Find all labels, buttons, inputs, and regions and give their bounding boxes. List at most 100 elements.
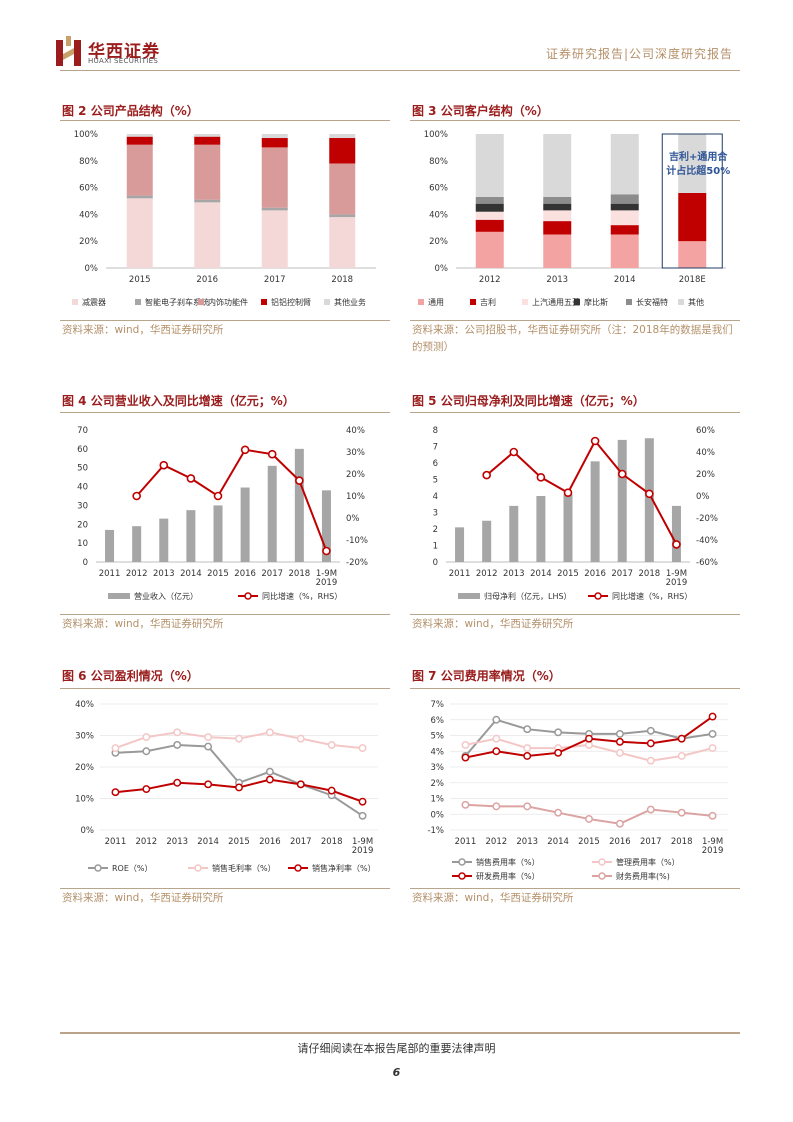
- fig6-point-2-4: [235, 783, 243, 792]
- fig7-point-0-5: [615, 729, 624, 738]
- fig6-point-1-0: [111, 744, 120, 753]
- fig5-ytick-right-1: -40%: [696, 536, 718, 546]
- fig3-bar-2-3: [610, 203, 639, 211]
- fig7-point-1-6: [646, 756, 655, 765]
- fig6-point-2-6: [296, 780, 305, 789]
- fig5-legend-marker-1: [594, 592, 602, 600]
- fig4-legend-swatch-0: [108, 593, 130, 599]
- fig7-point-3-1: [492, 802, 501, 811]
- fig4-ytick-right-1: -10%: [346, 536, 368, 546]
- fig7-rule-top: [410, 688, 740, 689]
- fig2-legend-swatch-3: [261, 299, 267, 305]
- fig3-legend-label-1: 吉利: [480, 297, 496, 307]
- fig5-title: 图 5 公司归母净利及同比增速（亿元；%）: [412, 394, 645, 408]
- fig4-bar-5: [240, 487, 250, 562]
- fig2-ytick-3: 60%: [79, 184, 98, 194]
- fig7-point-1-4: [585, 741, 593, 749]
- fig6-point-2-7: [327, 786, 336, 795]
- fig5-legend-swatch-0: [458, 593, 480, 599]
- fig6-ytick-2: 20%: [75, 763, 94, 773]
- fig6-point-0-1: [142, 747, 151, 756]
- fig4-legend-marker-1: [244, 592, 252, 600]
- fig2-xtick-1: 2016: [196, 275, 218, 285]
- fig6-point-1-2: [173, 728, 182, 737]
- fig4-title: 图 4 公司营业收入及同比增速（亿元；%）: [62, 394, 295, 408]
- fig6-point-2-8: [358, 797, 367, 806]
- fig3-xtick-1: 2013: [546, 275, 568, 285]
- fig5-ytick-left-4: 4: [433, 492, 438, 502]
- fig7-point-0-2: [523, 725, 532, 734]
- fig7-xtick-2: 2013: [516, 837, 538, 847]
- fig4-ytick-left-0: 0: [83, 558, 88, 568]
- fig4-ytick-left-5: 50: [77, 464, 88, 474]
- fig7-point-1-5: [615, 748, 624, 757]
- fig3-xtick-0: 2012: [479, 275, 501, 285]
- fig4-ytick-right-6: 40%: [346, 426, 365, 436]
- fig3-legend-label-2: 上汽通用五菱: [532, 297, 580, 307]
- fig6-rule-top: [60, 688, 390, 689]
- fig7-xtick-0: 2011: [455, 837, 477, 847]
- fig5-ytick-right-4: 20%: [696, 470, 715, 480]
- fig3-highlight-box: [661, 133, 723, 269]
- fig3-bar-1-4: [543, 196, 572, 204]
- fig3-bar-3-1: [678, 192, 707, 242]
- fig6-title: 图 6 公司盈利情况（%）: [62, 669, 199, 683]
- fig2-ytick-0: 0%: [85, 264, 99, 274]
- fig6-point-1-5: [265, 728, 274, 737]
- fig3-bar-1-1: [543, 221, 572, 235]
- fig4-rule-bot: [60, 614, 390, 615]
- fig2-title: 图 2 公司产品结构（%）: [62, 104, 199, 118]
- fig3-legend-swatch-2: [522, 299, 528, 305]
- fig3-bar-2-0: [610, 234, 639, 268]
- fig5-rule-top: [410, 412, 740, 413]
- fig2-ytick-4: 80%: [79, 157, 98, 167]
- fig7-point-2-0: [461, 753, 470, 762]
- fig6-point-1-4: [235, 734, 243, 743]
- fig4-line: [135, 448, 328, 552]
- fig7-ytick-2: 1%: [431, 795, 445, 805]
- fig6-source: 资料来源：wind，华西证券研究所: [62, 892, 224, 904]
- fig2-xtick-3: 2018: [331, 275, 353, 285]
- fig6-legend-label-1: 销售毛利率（%）: [212, 863, 276, 873]
- fig7-ytick-7: 6%: [431, 716, 445, 726]
- fig2-legend-label-1: 智能电子刹车系统: [145, 297, 209, 307]
- fig3-bar-0-1: [475, 219, 504, 232]
- fig6-legend-marker-1: [194, 864, 202, 872]
- fig5-ytick-left-0: 0: [433, 558, 438, 568]
- fig6-point-1-6: [296, 734, 305, 743]
- fig5-ytick-left-3: 3: [433, 509, 438, 519]
- fig4-ytick-left-6: 60: [77, 445, 88, 455]
- fig2-bar-0-1: [126, 195, 153, 199]
- fig2-bar-2-4: [261, 134, 288, 139]
- fig5-xtick-0: 2011: [449, 569, 471, 579]
- fig3-ytick-0: 0%: [435, 264, 449, 274]
- fig7-point-3-8: [708, 811, 717, 820]
- fig3-legend-swatch-5: [678, 299, 684, 305]
- fig5-ytick-left-8: 8: [433, 426, 438, 436]
- fig7-legend-label-2: 研发费用率（%）: [476, 871, 540, 881]
- fig5-rule-bot: [410, 614, 740, 615]
- fig5-bar-8: [671, 505, 681, 562]
- fig2-bar-2-3: [261, 138, 288, 148]
- fig7-legend-marker-1: [598, 858, 606, 866]
- fig5-bar-7: [644, 438, 654, 562]
- fig2-legend-swatch-4: [324, 299, 330, 305]
- fig3-bar-0-0: [475, 231, 504, 268]
- fig7-xtick-8-b: 2019: [702, 846, 724, 856]
- fig7-point-0-6: [646, 726, 655, 735]
- fig2-ytick-1: 20%: [79, 237, 98, 247]
- fig6-legend-marker-0: [94, 864, 102, 872]
- fig2-rule-bot: [60, 320, 390, 321]
- fig5-xtick-7: 2018: [639, 569, 661, 579]
- fig4-ytick-left-1: 10: [77, 539, 88, 549]
- fig6-point-2-5: [265, 775, 274, 784]
- fig3-legend-swatch-4: [626, 299, 632, 305]
- report-type: 证券研究报告|公司深度研究报告: [545, 47, 733, 61]
- fig7-ytick-6: 5%: [431, 732, 445, 742]
- fig5-ytick-left-5: 5: [433, 476, 438, 486]
- logo-cn: 华西证券: [88, 42, 160, 62]
- fig7-ytick-1: 0%: [431, 810, 445, 820]
- fig7-legend-marker-0: [458, 858, 466, 866]
- fig5-ytick-right-3: 0%: [696, 492, 710, 502]
- fig3-bar-0-2: [475, 211, 504, 220]
